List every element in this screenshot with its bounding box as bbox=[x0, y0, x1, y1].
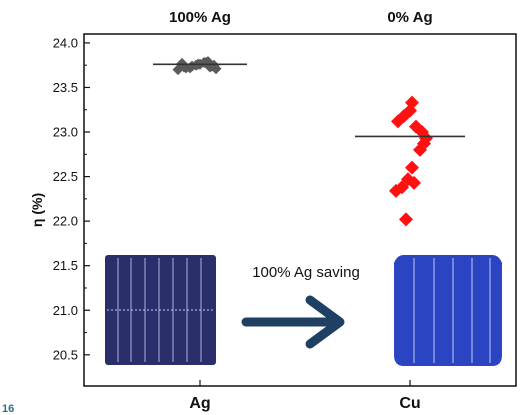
x-axis-category-labels: Ag Cu bbox=[189, 380, 421, 412]
y-tick-label: 22.5 bbox=[53, 169, 78, 184]
cu-data-point bbox=[399, 212, 413, 227]
y-tick-label: 20.5 bbox=[53, 347, 78, 362]
ag-data-point bbox=[208, 59, 220, 71]
right-arrow-icon bbox=[241, 295, 345, 349]
y-axis-title: η (%) bbox=[29, 193, 45, 227]
top-group-label: 100% Ag bbox=[169, 9, 231, 26]
ag-data-point bbox=[184, 62, 196, 74]
top-group-labels: 100% Ag 0% Ag bbox=[169, 9, 433, 26]
cu-data-point bbox=[391, 114, 405, 129]
data-points bbox=[172, 56, 433, 227]
top-group-label: 0% Ag bbox=[387, 9, 432, 26]
y-axis-ticks: 20.5 21.0 21.5 22.0 22.5 23.0 23.5 24.0 bbox=[53, 35, 90, 362]
cu-data-point bbox=[407, 175, 421, 190]
y-tick-label: 23.0 bbox=[53, 125, 78, 140]
photo-caption: 100% Ag saving bbox=[252, 264, 360, 281]
copper-cell-photo bbox=[394, 255, 502, 366]
y-tick-label: 23.5 bbox=[53, 80, 78, 95]
x-category-label: Cu bbox=[399, 395, 420, 412]
mean-lines bbox=[153, 63, 465, 138]
silver-cell-photo bbox=[105, 255, 216, 365]
plot-frame bbox=[83, 33, 517, 387]
x-category-label: Ag bbox=[189, 395, 210, 412]
y-tick-label: 24.0 bbox=[53, 35, 78, 50]
y-tick-label: 21.5 bbox=[53, 258, 78, 273]
cu-data-point bbox=[405, 160, 419, 175]
corner-figure-number: 16 bbox=[2, 403, 14, 415]
cu-data-point bbox=[413, 142, 427, 157]
cu-data-point bbox=[389, 183, 403, 198]
y-tick-label: 22.0 bbox=[53, 214, 78, 229]
y-tick-label: 21.0 bbox=[53, 303, 78, 318]
